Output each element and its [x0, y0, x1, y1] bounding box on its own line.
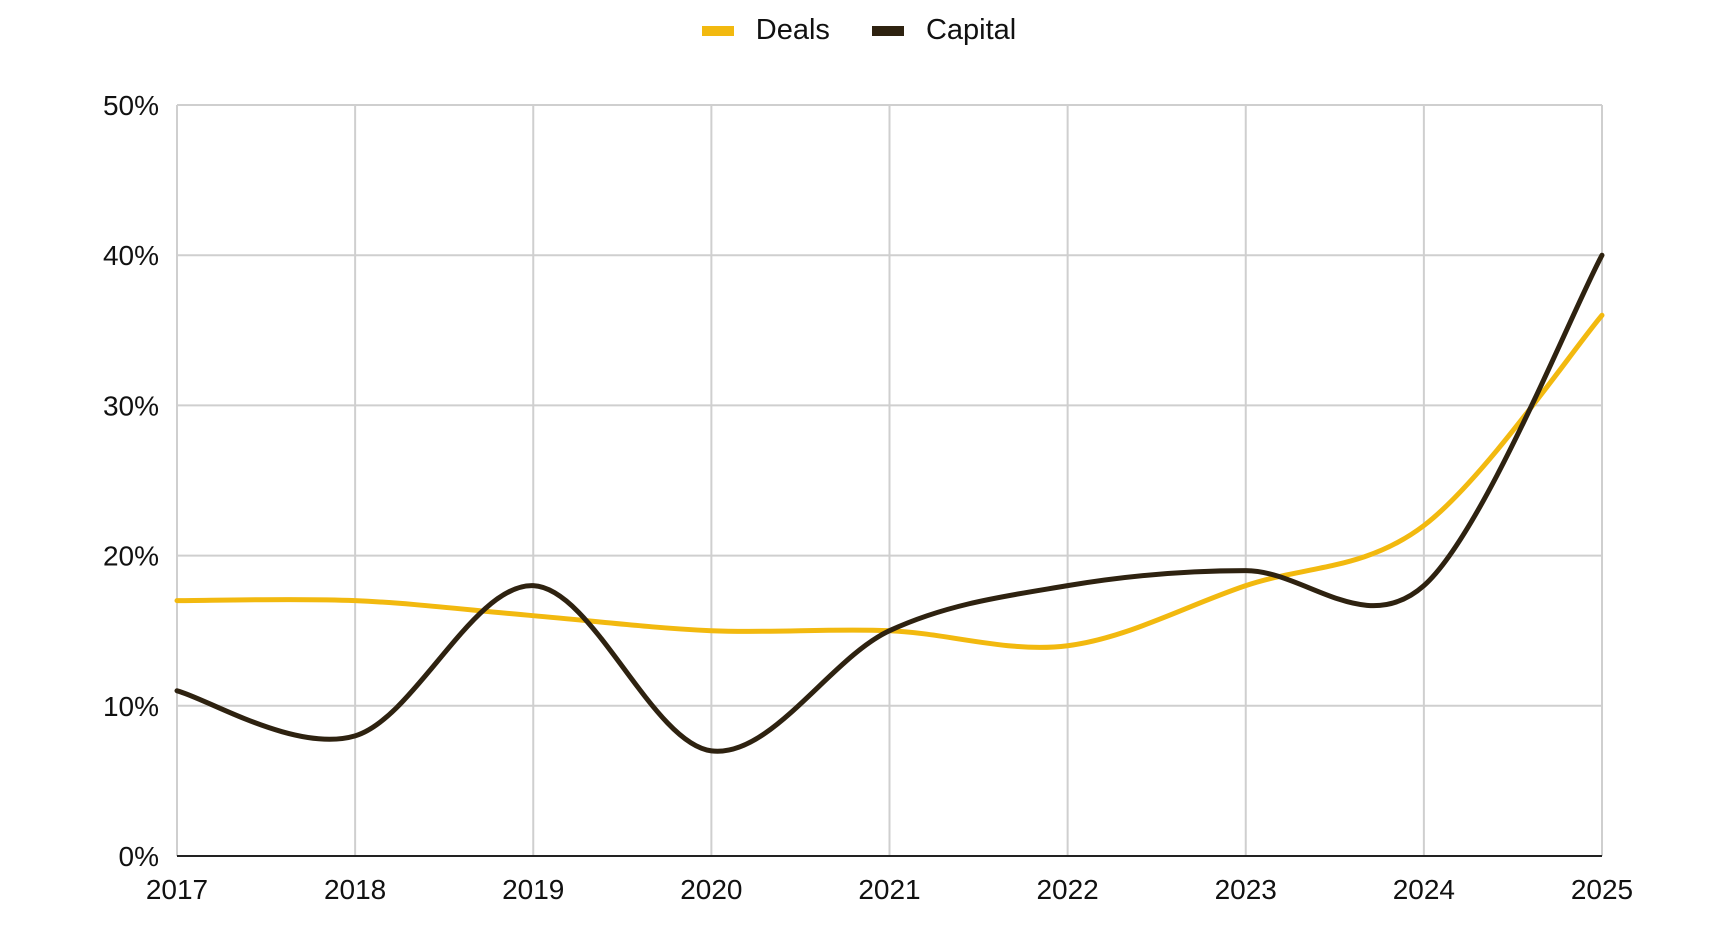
y-tick-label: 0%: [119, 841, 159, 872]
x-tick-label: 2018: [324, 874, 386, 905]
legend-label-deals: Deals: [755, 14, 830, 46]
x-tick-label: 2021: [858, 874, 920, 905]
legend-item-deals: Deals: [701, 14, 830, 47]
x-tick-label: 2017: [146, 874, 208, 905]
x-tick-label: 2019: [502, 874, 564, 905]
x-tick-label: 2020: [680, 874, 742, 905]
y-tick-label: 50%: [103, 90, 159, 121]
legend-swatch-deals: [701, 25, 734, 36]
x-tick-label: 2025: [1571, 874, 1633, 905]
y-tick-label: 40%: [103, 240, 159, 271]
y-tick-label: 10%: [103, 691, 159, 722]
legend-label-capital: Capital: [925, 14, 1017, 46]
y-tick-label: 30%: [103, 390, 159, 421]
x-tick-label: 2024: [1393, 874, 1455, 905]
series-line-capital: [174, 252, 1605, 754]
series-line-deals: [174, 312, 1605, 650]
legend-item-capital: Capital: [871, 14, 1017, 47]
x-tick-label: 2022: [1036, 874, 1098, 905]
legend: Deals Capital: [0, 14, 1718, 47]
y-tick-label: 20%: [103, 541, 159, 572]
legend-swatch-capital: [871, 25, 904, 36]
x-tick-label: 2023: [1215, 874, 1277, 905]
